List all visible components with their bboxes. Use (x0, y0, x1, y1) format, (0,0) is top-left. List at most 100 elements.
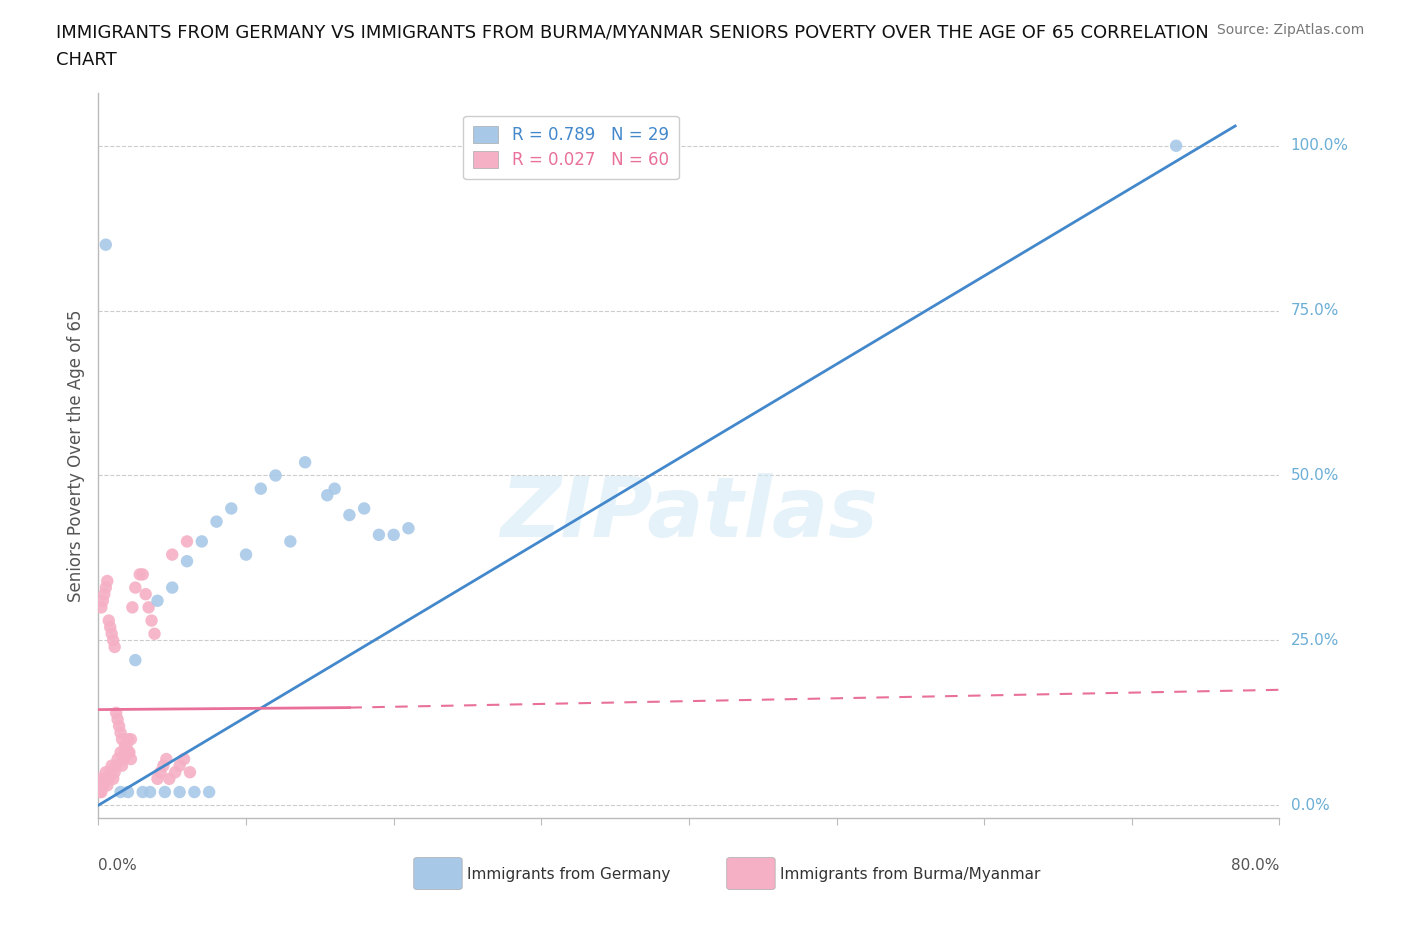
Point (146, 593, 169, 608)
Point (115, 738, 138, 753)
Point (398, 521, 420, 536)
Point (235, 547, 257, 562)
Text: 0.0%: 0.0% (1291, 798, 1329, 813)
Point (103, 771, 125, 786)
Point (139, 785, 162, 800)
Point (157, 771, 180, 786)
Point (221, 501, 243, 516)
Point (316, 488, 339, 503)
Y-axis label: Seniors Poverty Over the Age of 65: Seniors Poverty Over the Age of 65 (66, 310, 84, 602)
Text: ZIPatlas: ZIPatlas (501, 473, 877, 554)
Point (138, 600, 160, 615)
Point (128, 567, 150, 582)
Point (107, 712, 129, 727)
Point (132, 785, 155, 800)
Text: IMMIGRANTS FROM GERMANY VS IMMIGRANTS FROM BURMA/MYANMAR SENIORS POVERTY OVER TH: IMMIGRANTS FROM GERMANY VS IMMIGRANTS FR… (56, 23, 1209, 41)
Point (97, 771, 120, 786)
Point (191, 534, 214, 549)
Point (120, 751, 142, 766)
Point (100, 626, 122, 641)
Point (98, 619, 121, 634)
Point (93, 587, 115, 602)
Point (294, 455, 316, 470)
Point (162, 547, 183, 562)
Point (117, 732, 139, 747)
Point (132, 567, 155, 582)
Point (382, 527, 405, 542)
Point (121, 600, 143, 615)
Point (114, 745, 136, 760)
Point (162, 580, 183, 595)
Point (97, 613, 120, 628)
Point (179, 764, 201, 779)
Point (176, 553, 198, 568)
Point (117, 785, 139, 800)
Point (89, 785, 111, 800)
Point (98, 764, 121, 779)
FancyBboxPatch shape (727, 857, 775, 889)
Text: 50.0%: 50.0% (1291, 468, 1339, 483)
Point (91, 593, 114, 608)
Point (111, 758, 134, 773)
Point (173, 751, 195, 766)
Point (183, 785, 205, 800)
Text: 25.0%: 25.0% (1291, 632, 1339, 648)
Point (176, 534, 198, 549)
Point (146, 771, 169, 786)
Point (1166, 139, 1188, 153)
Point (103, 633, 125, 648)
Point (198, 785, 221, 800)
Legend: R = 0.789   N = 29, R = 0.027   N = 60: R = 0.789 N = 29, R = 0.027 N = 60 (463, 116, 679, 179)
Point (94, 764, 117, 779)
Point (96, 574, 118, 589)
Point (205, 514, 228, 529)
Point (94, 580, 117, 595)
Point (155, 751, 177, 766)
Point (90, 600, 112, 615)
FancyBboxPatch shape (413, 857, 463, 889)
Point (169, 758, 191, 773)
Point (105, 706, 128, 721)
Point (141, 613, 163, 628)
Text: Source: ZipAtlas.com: Source: ZipAtlas.com (1216, 23, 1364, 37)
Point (264, 468, 287, 483)
Point (153, 785, 176, 800)
Point (94, 237, 117, 252)
Point (152, 758, 174, 773)
Point (165, 764, 187, 779)
Point (96, 778, 118, 793)
Point (280, 534, 302, 549)
Point (114, 738, 136, 753)
Text: 100.0%: 100.0% (1291, 139, 1348, 153)
Text: 0.0%: 0.0% (98, 858, 138, 873)
Point (110, 725, 132, 740)
Text: CHART: CHART (56, 51, 117, 69)
Point (90, 785, 112, 800)
Point (112, 751, 135, 766)
Point (110, 785, 132, 800)
Point (135, 587, 157, 602)
Point (90, 778, 112, 793)
Point (353, 501, 375, 516)
Point (91, 778, 114, 793)
Point (120, 732, 142, 747)
Point (118, 745, 141, 760)
Point (105, 758, 128, 773)
Point (110, 745, 132, 760)
Point (107, 751, 129, 766)
Point (250, 481, 273, 496)
Point (111, 732, 134, 747)
Text: 80.0%: 80.0% (1232, 858, 1279, 873)
Text: Immigrants from Burma/Myanmar: Immigrants from Burma/Myanmar (780, 867, 1040, 882)
Point (104, 764, 127, 779)
Text: 75.0%: 75.0% (1291, 303, 1339, 318)
Point (143, 626, 166, 641)
Point (169, 785, 191, 800)
Point (124, 653, 146, 668)
Point (149, 764, 172, 779)
Point (89, 771, 111, 786)
Point (368, 527, 391, 542)
Point (323, 481, 346, 496)
Point (93, 771, 115, 786)
Text: Immigrants from Germany: Immigrants from Germany (467, 867, 671, 882)
